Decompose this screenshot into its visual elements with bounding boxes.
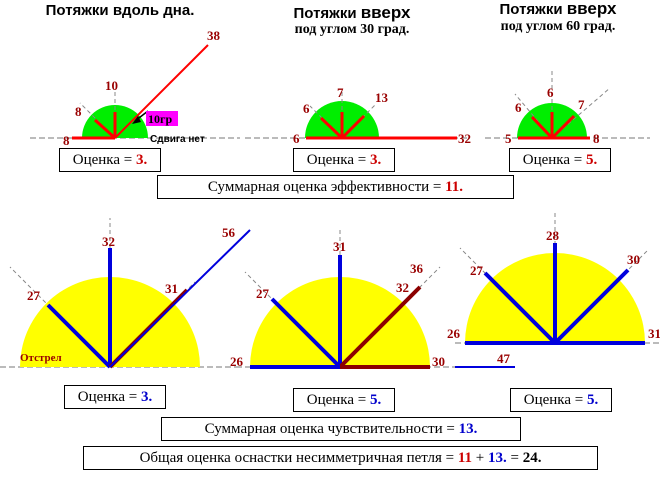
title-text-b: вверх [360, 3, 411, 22]
total-efficiency: 11 [457, 450, 472, 466]
total-score-box: Общая оценка оснастки несимметричная пет… [83, 446, 598, 470]
red-ray [319, 116, 344, 140]
blue-long-ray [109, 229, 251, 368]
summary-label: Суммарная оценка чувствительности = [204, 421, 459, 437]
summary-value: 13. [458, 421, 478, 437]
bottom-diagram-1: 32 27 31 56 Отстрел [0, 218, 251, 369]
score-value: 3. [369, 152, 382, 168]
subtitle-up-60: под углом 60 град. [500, 19, 616, 34]
top-diagram-1: 10 8 8 38 10гр Сдвига нет [30, 28, 240, 148]
label: 26 [447, 326, 461, 341]
badge-bg [146, 111, 178, 126]
label: 10 [105, 78, 118, 93]
plus-sign: + [472, 450, 488, 466]
top-diagram-3: 6 6 7 5 8 [485, 70, 650, 146]
darkred-ray [338, 285, 422, 369]
score-label: Оценка = [77, 389, 141, 405]
title-text: Потяжки вдоль дна. [45, 2, 195, 19]
score-label: Оценка = [523, 392, 587, 408]
red-ray [530, 115, 554, 140]
red-ray [550, 114, 576, 140]
label: 6 [303, 101, 310, 116]
subtitle-up-30: под углом 30 град. [294, 22, 410, 37]
score-label: Оценка = [522, 152, 586, 168]
label: 7 [337, 85, 344, 100]
title-text-a: Потяжки [499, 1, 567, 18]
red-long-ray [114, 44, 209, 139]
total-result: 24. [522, 450, 542, 466]
label: 31 [648, 326, 660, 341]
label: 38 [207, 28, 221, 43]
red-ray [93, 118, 117, 140]
score-label: Оценка = [306, 392, 370, 408]
title-text-a: Потяжки [293, 5, 361, 22]
arrow-head [132, 116, 141, 124]
blue-ray [483, 271, 557, 345]
total-label: Общая оценка оснастки несимметричная пет… [139, 450, 458, 466]
total-sensitivity: 13. [487, 450, 507, 466]
equals-sign: = [506, 450, 523, 466]
label: 8 [63, 133, 70, 148]
score-value: 5. [586, 392, 599, 408]
top-diagram-2: 7 6 13 6 32 [245, 85, 471, 146]
label: 32 [458, 131, 471, 146]
label: 6 [515, 100, 522, 115]
blue-ray [553, 268, 630, 345]
label: 8 [593, 131, 600, 146]
sensitivity-summary-box: Суммарная оценка чувствительности = 13. [161, 417, 521, 441]
blue-ray [46, 303, 112, 369]
label: 27 [256, 286, 270, 301]
score-value: 5. [369, 392, 382, 408]
label: 31 [165, 281, 178, 296]
score-box: Оценка = 5. [509, 148, 611, 172]
label: 32 [396, 280, 409, 295]
label: 56 [222, 225, 236, 240]
label: 26 [230, 354, 244, 369]
label: 7 [578, 97, 585, 112]
score-box: Оценка = 5. [293, 388, 395, 412]
label: 5 [505, 131, 512, 146]
bottom-diagram-2: 31 27 36 32 26 30 [230, 230, 455, 369]
label: 36 [410, 261, 424, 276]
score-value: 3. [140, 389, 153, 405]
title-up-30: Потяжки вверх [262, 4, 442, 23]
label: 13 [375, 90, 389, 105]
label: 8 [75, 104, 82, 119]
score-box: Оценка = 3. [64, 385, 166, 409]
summary-label: Суммарная оценка эффективности = [207, 179, 446, 195]
label: 28 [546, 228, 560, 243]
score-value: 3. [135, 152, 148, 168]
label: 32 [102, 234, 115, 249]
label: 6 [293, 131, 300, 146]
note: Сдвига нет [150, 134, 205, 145]
title-along-bottom: Потяжки вдоль дна. [20, 2, 220, 20]
title-text-b: вверх [566, 0, 617, 18]
blue-ray [270, 297, 342, 369]
score-box: Оценка = 3. [293, 148, 395, 172]
efficiency-summary-box: Суммарная оценка эффективности = 11. [157, 175, 514, 199]
label: 6 [547, 85, 554, 100]
score-label: Оценка = [72, 152, 136, 168]
score-value: 5. [585, 152, 598, 168]
label: 27 [470, 263, 484, 278]
red-ray [340, 114, 366, 140]
label: 30 [627, 252, 640, 267]
label: 47 [497, 351, 511, 366]
score-box: Оценка = 3. [59, 148, 161, 172]
score-box: Оценка = 5. [510, 388, 612, 412]
label: 27 [27, 288, 41, 303]
score-label: Оценка = [306, 152, 370, 168]
title-up-60: Потяжки вверх [468, 0, 648, 19]
note: Отстрел [20, 352, 62, 364]
summary-value: 11. [445, 179, 464, 195]
bottom-diagram-3: 28 27 30 26 31 47 [447, 213, 660, 368]
dashed-ray [551, 87, 611, 139]
badge-text: 10гр [148, 112, 172, 126]
label: 31 [333, 239, 346, 254]
label: 30 [432, 354, 445, 369]
